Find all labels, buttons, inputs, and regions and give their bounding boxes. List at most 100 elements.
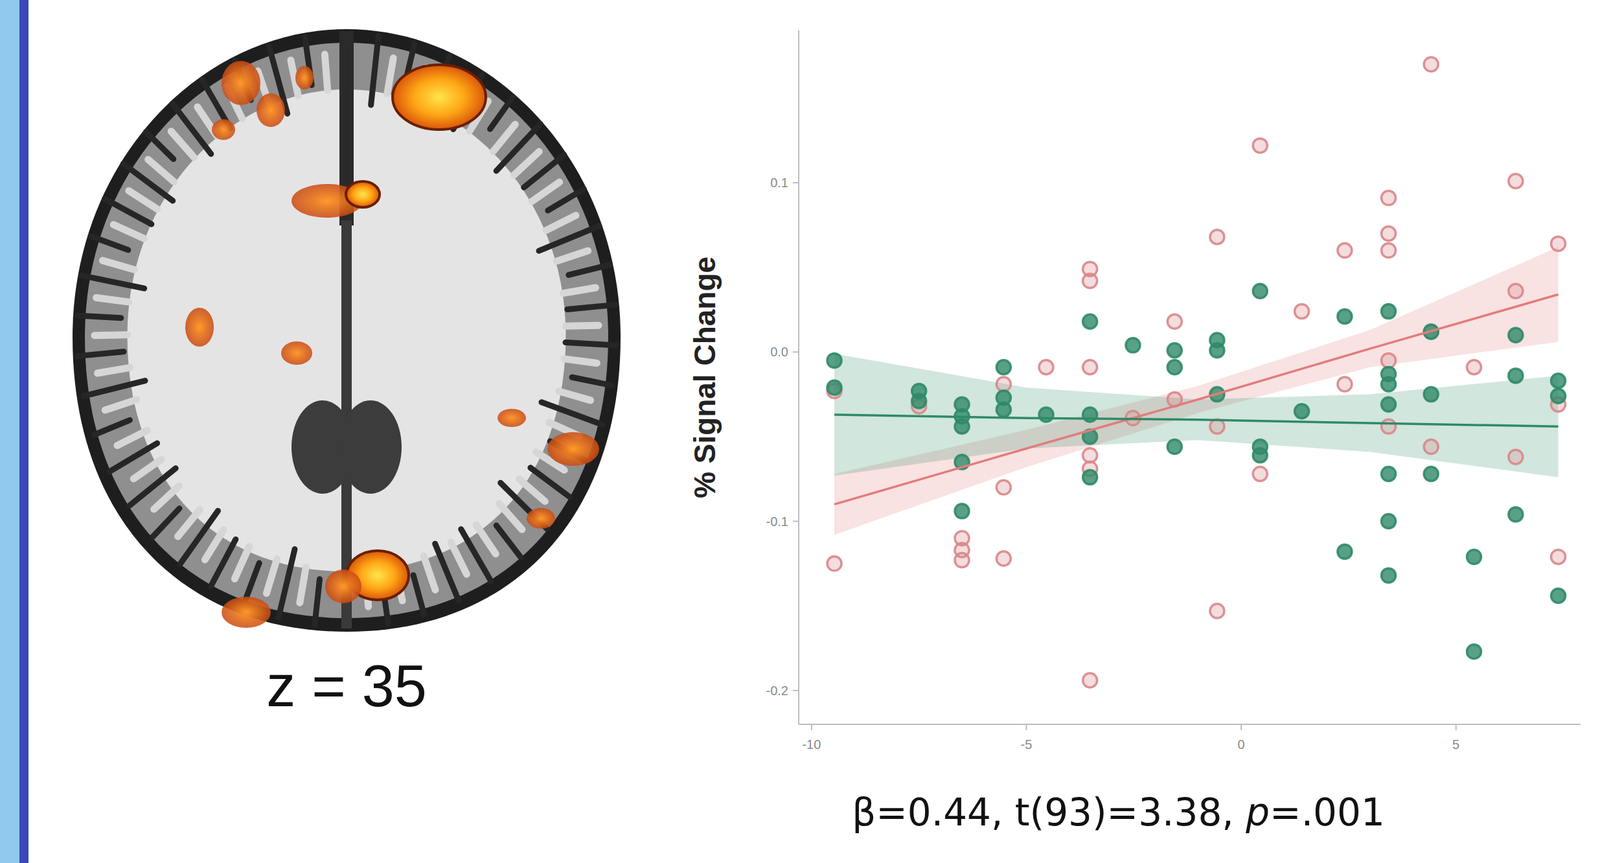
sulcus [490, 96, 514, 129]
scatter-point [1252, 466, 1268, 481]
scatter-point [1083, 274, 1098, 289]
x-tick-label: 5 [1452, 737, 1460, 752]
gyrus [556, 250, 589, 262]
scatter-point [1083, 314, 1098, 329]
scatter-point [1381, 377, 1396, 392]
scatter-point [1167, 314, 1182, 329]
scatter-point [996, 480, 1011, 495]
gyrus [387, 58, 394, 94]
scatter-point [1381, 568, 1396, 583]
scatter-point [1381, 191, 1396, 206]
scatter-point [1423, 439, 1439, 455]
gyrus [324, 54, 328, 91]
gyrus [104, 399, 137, 411]
sulcus [172, 103, 212, 155]
brain-slice [72, 29, 621, 632]
scatter-point [1210, 603, 1225, 618]
scatter-point [1337, 243, 1352, 258]
sulcus [496, 123, 541, 171]
gyrus [96, 297, 129, 303]
scatter-point [1039, 407, 1054, 422]
fit-line [834, 414, 1558, 427]
x-tick-label: -10 [801, 737, 821, 752]
scatter-point [1467, 549, 1482, 564]
x-tick-label: -5 [1020, 737, 1033, 752]
activation-blob [345, 181, 380, 208]
sulcus [314, 579, 320, 626]
scatter-point [1551, 388, 1566, 403]
x-tick [1240, 724, 1242, 731]
scatter-point [1508, 449, 1523, 464]
gyrus [97, 367, 130, 374]
scatter-point [1551, 373, 1566, 389]
scatter-point [1210, 343, 1225, 358]
x-tick [1025, 724, 1027, 731]
y-tick-label: 0.0 [770, 344, 789, 359]
brain-outline [72, 29, 621, 632]
gyrus [94, 334, 128, 336]
activation-blob [392, 64, 486, 130]
scatter-point [1337, 544, 1352, 560]
scatter-point [1337, 377, 1352, 392]
y-tick [792, 182, 799, 184]
sulcus [83, 380, 146, 397]
y-tick-label: -0.2 [766, 683, 789, 698]
gyrus [498, 503, 522, 530]
gyrus [113, 224, 144, 239]
activation-blob [547, 432, 600, 466]
sulcus [435, 543, 459, 600]
annotation-part: p [1245, 790, 1270, 835]
gyrus [562, 287, 596, 294]
y-tick-label: 0.1 [770, 175, 789, 190]
activation-blob [221, 60, 261, 105]
scatter-point [1423, 57, 1439, 72]
fit-line [834, 294, 1558, 505]
sulcus [152, 508, 180, 538]
scatter-point [1039, 360, 1054, 375]
y-axis-title: % Signal Change [687, 256, 722, 499]
gyrus [266, 559, 277, 594]
scatter-point [1381, 226, 1396, 241]
scatter-point [996, 377, 1011, 392]
gyrus [546, 215, 576, 230]
scatter-point [1381, 514, 1396, 529]
gyrus [558, 391, 591, 401]
scatter-point [996, 360, 1011, 375]
scatter-point [1381, 353, 1396, 368]
scatter-point [827, 556, 842, 571]
scatter-point [954, 503, 970, 519]
confidence-band [834, 246, 1558, 535]
scatter-point [1381, 419, 1396, 434]
scatter-point [1294, 304, 1310, 319]
gyrus [148, 159, 175, 182]
sulcus [278, 549, 295, 618]
scatter-point [1083, 360, 1098, 375]
sulcus [90, 236, 129, 251]
gyrus [117, 430, 148, 446]
side-bar [19, 0, 29, 863]
scatter-point [954, 553, 970, 568]
confidence-band [834, 353, 1558, 478]
gyrus [476, 524, 496, 554]
x-axis [798, 723, 1581, 725]
activation-blob [221, 596, 271, 628]
gyrus [450, 542, 467, 574]
x-tick [1455, 724, 1457, 731]
slice-label: z = 35 [266, 653, 427, 719]
scatter-point [1508, 507, 1523, 522]
gyrus [154, 485, 180, 510]
scatter-point [996, 551, 1011, 566]
scatter-point [1551, 236, 1566, 251]
x-tick [811, 724, 813, 731]
scatter-point [1381, 243, 1396, 258]
scatter-point [1337, 308, 1352, 324]
gyrus [102, 260, 135, 270]
scatter-point [1423, 387, 1439, 402]
scatter-point [1252, 283, 1268, 298]
activation-blob [211, 119, 236, 140]
scatter-point [1083, 470, 1098, 485]
side-bar [0, 0, 20, 863]
activation-blob [185, 307, 214, 347]
y-tick [792, 351, 799, 353]
gyrus [171, 131, 194, 158]
